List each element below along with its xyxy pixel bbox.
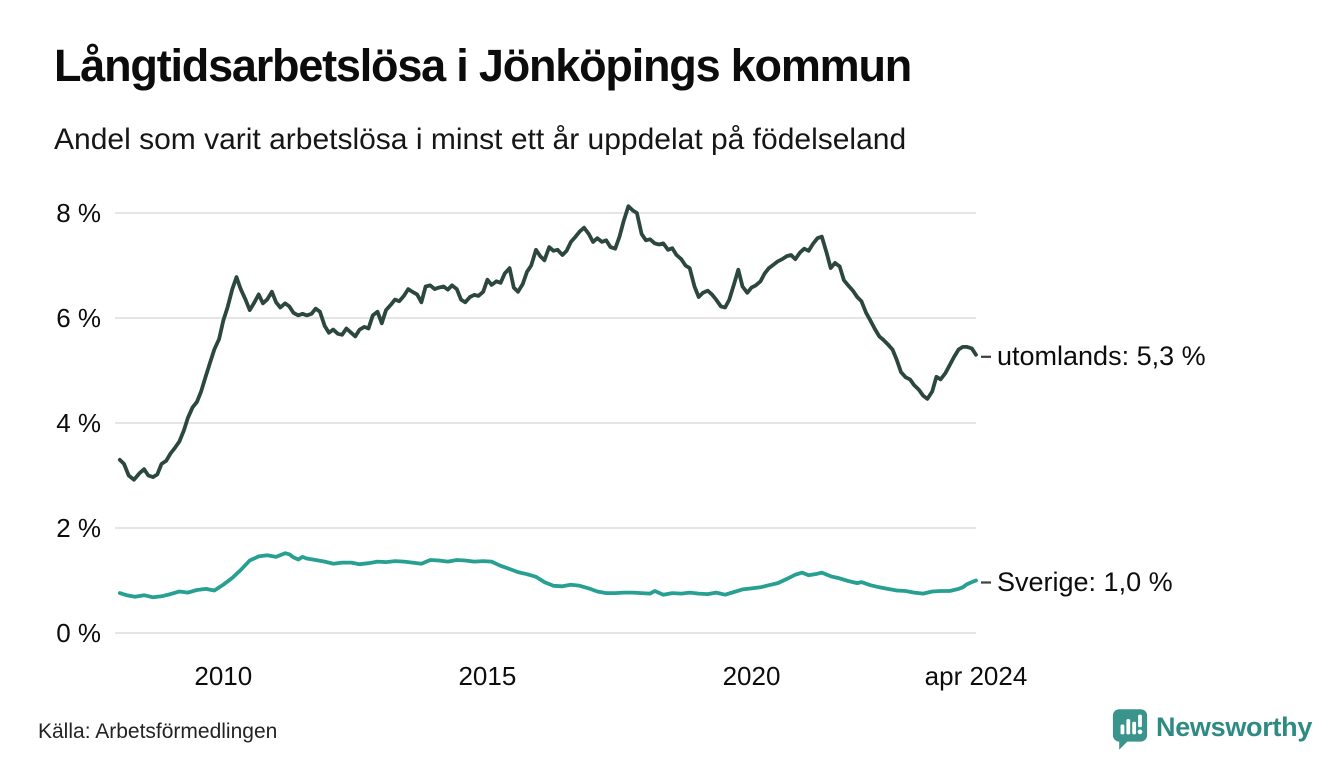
brand-logo: Newsworthy: [1112, 707, 1312, 756]
x-tick-label: apr 2024: [924, 661, 1028, 691]
x-tick-label: 2020: [722, 661, 781, 691]
brand-name: Newsworthy: [1156, 712, 1313, 742]
series-end-label-Sverige: Sverige: 1,0 %: [997, 566, 1173, 597]
page-subtitle: Andel som varit arbetslösa i minst ett å…: [54, 123, 907, 156]
y-tick-label: 2 %: [56, 513, 101, 543]
series-line-utomlands: [117, 204, 978, 482]
source-attribution: Källa: Arbetsförmedlingen: [38, 720, 278, 743]
x-tick-label: 2010: [194, 661, 253, 691]
y-tick-label: 0 %: [56, 618, 101, 648]
series-end-label-utomlands: utomlands: 5,3 %: [997, 340, 1206, 371]
series-line-Sverige: [117, 551, 978, 600]
y-tick-label: 6 %: [56, 303, 101, 333]
x-tick-label: 2015: [458, 661, 517, 691]
y-tick-label: 8 %: [56, 198, 101, 228]
newsworthy-logo-icon: [1112, 707, 1148, 756]
page-title: Långtidsarbetslösa i Jönköpings kommun: [54, 40, 912, 91]
y-tick-label: 4 %: [56, 408, 101, 438]
